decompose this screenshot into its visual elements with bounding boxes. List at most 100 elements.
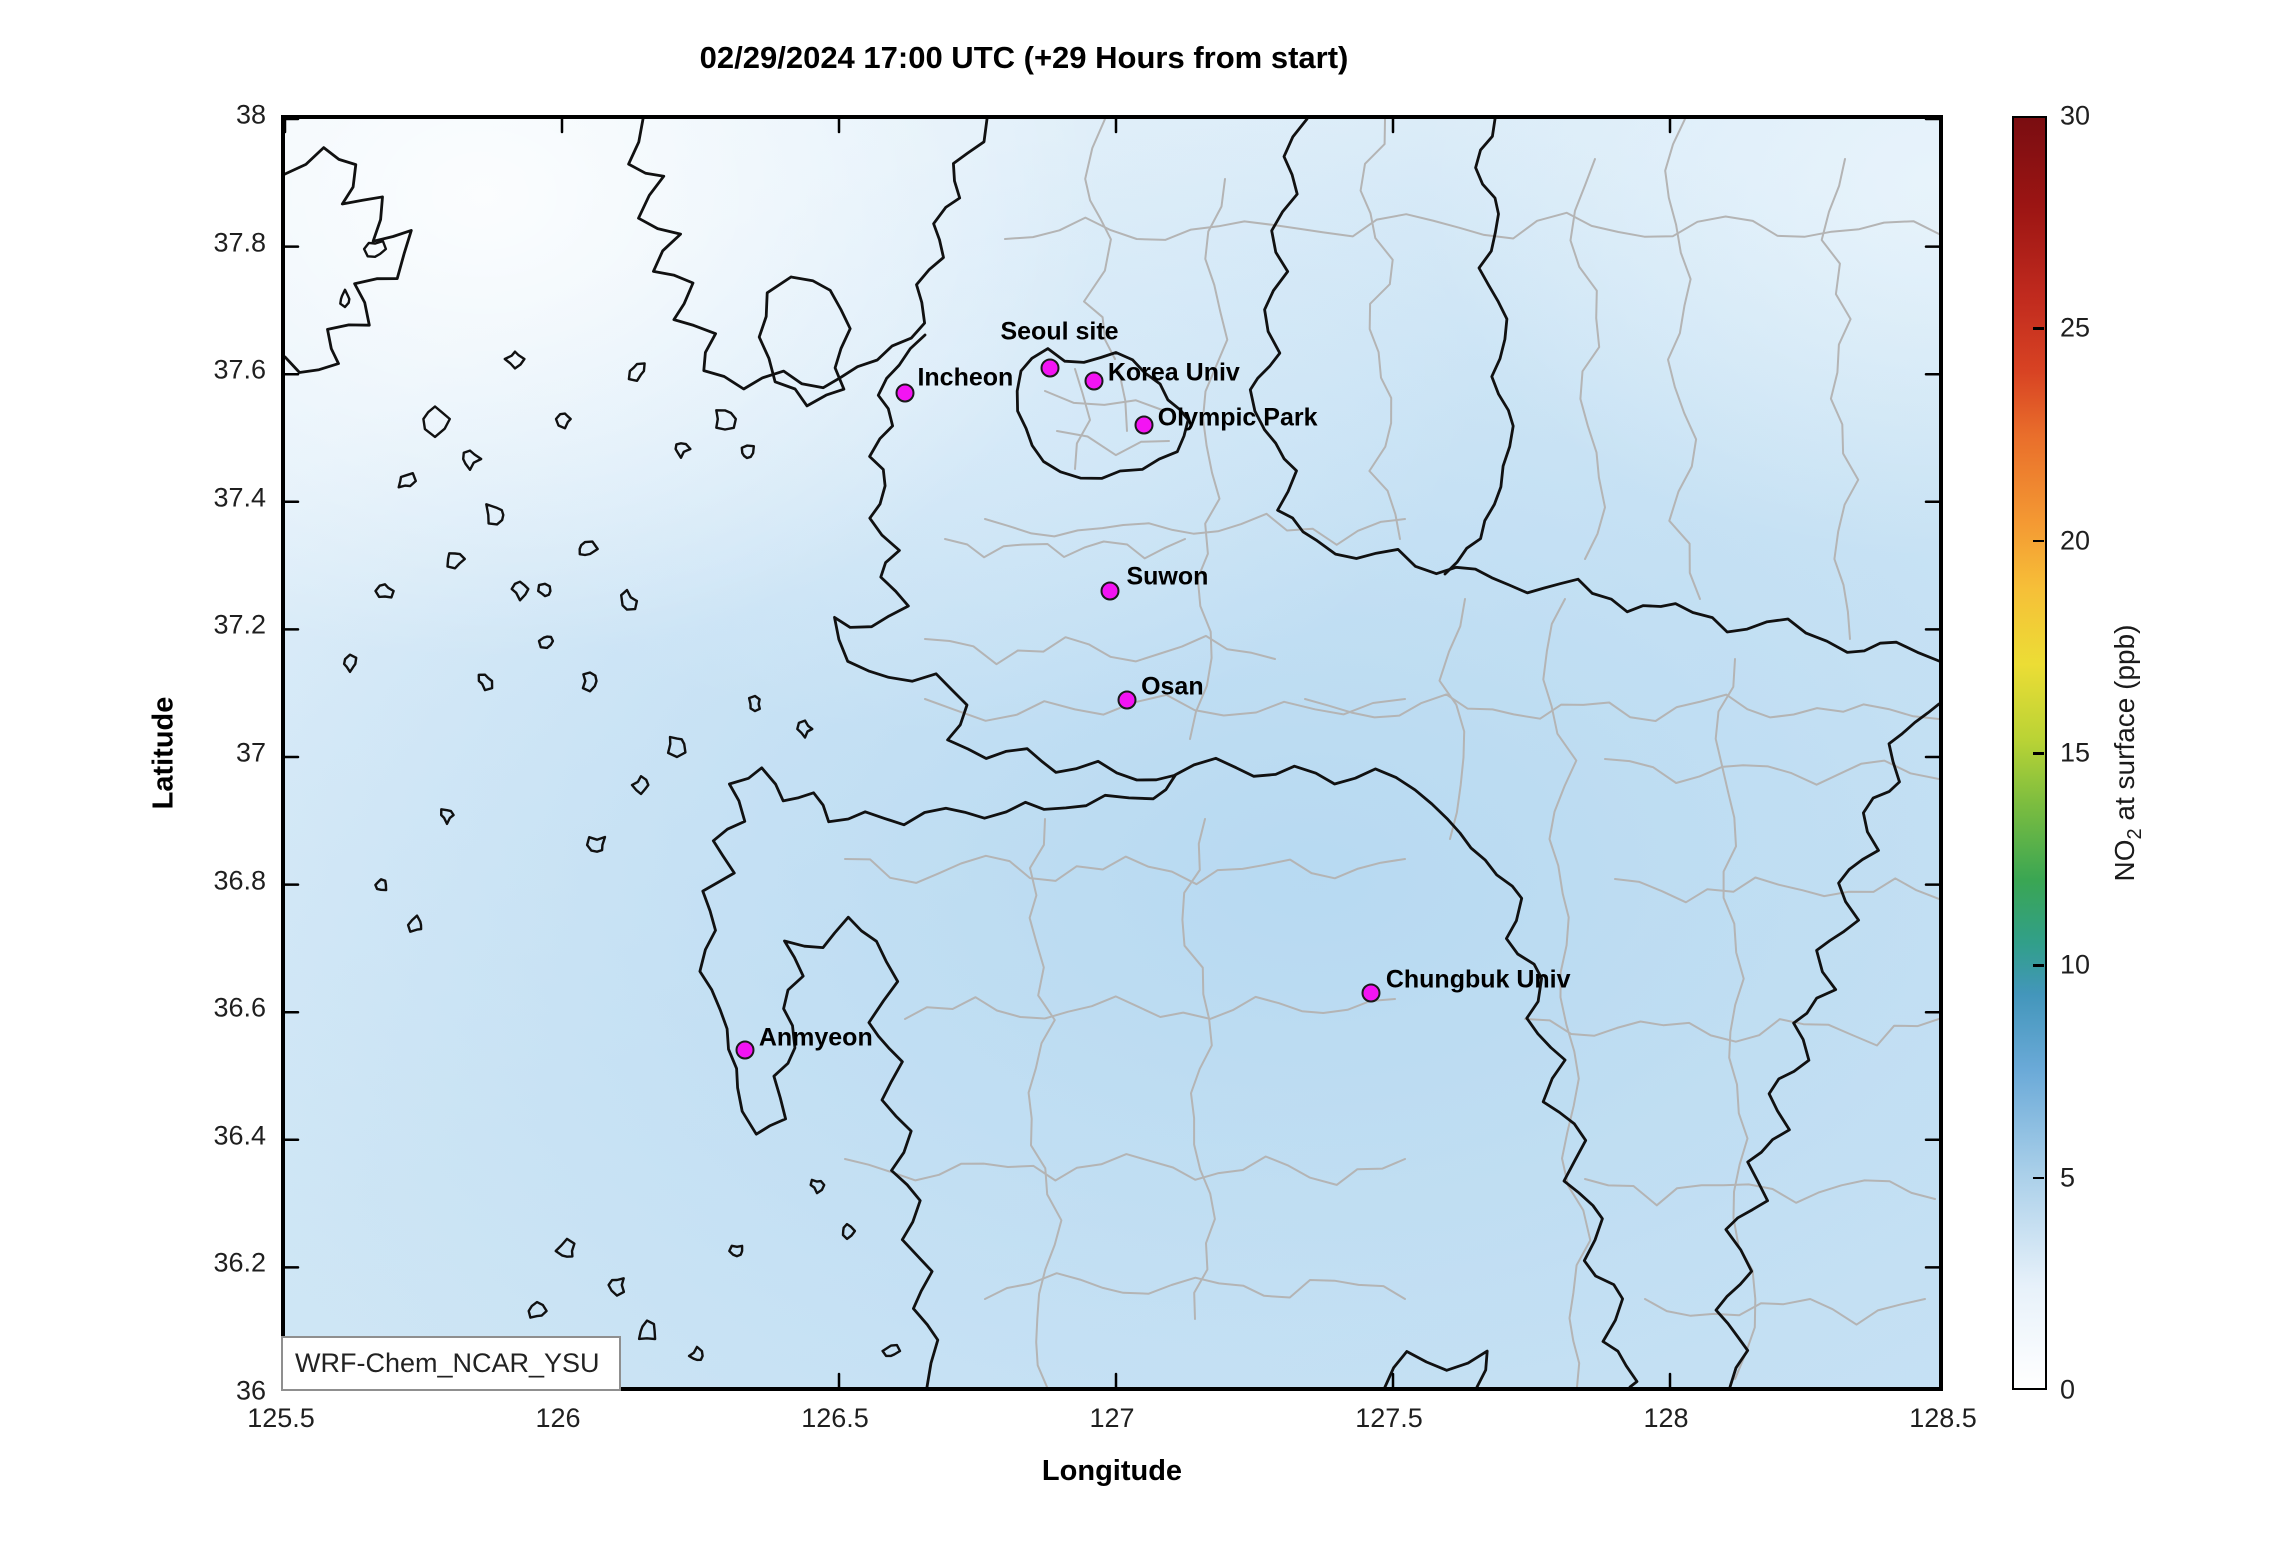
colorbar-tick-mark <box>2033 964 2044 967</box>
island-outline <box>554 412 572 430</box>
island-outline <box>674 442 692 459</box>
island-outline <box>537 635 555 650</box>
coastline-or-province-boundary <box>1248 119 1939 663</box>
island-outline <box>687 1345 704 1362</box>
colorbar-label-rest: at surface (ppb) <box>2109 624 2141 829</box>
x-tick-label: 128 <box>1643 1403 1689 1433</box>
x-tick-label: 125.5 <box>247 1403 315 1433</box>
county-boundary <box>1569 158 1606 560</box>
county-boundary <box>944 538 1186 560</box>
island-outline <box>503 350 526 370</box>
site-label: Incheon <box>917 363 1014 392</box>
y-tick-label: 36.2 <box>213 1247 266 1278</box>
coastline-or-province-boundary <box>1173 756 1639 1387</box>
site-marker <box>1040 358 1060 378</box>
county-boundary <box>1118 370 1128 432</box>
island-outline <box>581 671 598 693</box>
colorbar-tick-mark <box>2033 752 2044 755</box>
county-boundary <box>1359 119 1401 540</box>
y-tick-label: 36.8 <box>213 865 266 896</box>
y-tick-label: 36.4 <box>213 1120 266 1151</box>
island-outline <box>881 1343 902 1358</box>
county-boundary <box>1181 818 1216 1320</box>
island-outline <box>374 878 388 892</box>
colorbar-tick-label: 30 <box>2060 100 2091 131</box>
island-outline <box>666 735 687 759</box>
site-marker <box>1134 415 1154 435</box>
coastline-or-province-boundary <box>1443 119 1515 576</box>
county-boundary <box>1542 598 1592 1387</box>
colorbar-label-sub: 2 <box>2123 828 2146 840</box>
y-tick-label: 38 <box>235 99 266 130</box>
colorbar-tick-label: 5 <box>2060 1162 2076 1193</box>
model-annotation-text: WRF-Chem_NCAR_YSU <box>295 1348 600 1378</box>
colorbar-tick-mark <box>2033 327 2044 330</box>
x-tick-label: 126.5 <box>801 1403 869 1433</box>
colorbar-tick-label: 0 <box>2060 1374 2076 1405</box>
island-outline <box>796 719 814 739</box>
site-marker <box>1117 690 1137 710</box>
coastline-or-province-boundary <box>1383 1349 1489 1387</box>
y-tick-label: 36.6 <box>213 992 266 1023</box>
site-marker <box>1084 371 1104 391</box>
county-boundary <box>1820 158 1860 640</box>
x-tick-label: 128.5 <box>1909 1403 1977 1433</box>
coastline-or-province-boundary <box>1714 702 1939 1387</box>
island-outline <box>537 582 552 598</box>
coastline-or-province-boundary <box>698 333 1177 1387</box>
county-boundary <box>1644 1298 1926 1326</box>
map-boundaries-layer <box>285 119 1939 1387</box>
county-boundary <box>1189 178 1229 740</box>
island-outline <box>554 1237 576 1258</box>
site-label: Seoul site <box>1000 317 1119 346</box>
county-boundary <box>984 1272 1406 1300</box>
island-outline <box>607 1277 626 1297</box>
colorbar-tick-label: 15 <box>2060 737 2091 768</box>
island-outline <box>637 1319 657 1341</box>
island-outline <box>728 1244 744 1258</box>
colorbar-tick-label: 10 <box>2060 949 2091 980</box>
county-boundary <box>984 512 1406 546</box>
county-boundary <box>1664 119 1701 600</box>
island-outline <box>485 503 505 526</box>
colorbar-tick-label: 25 <box>2060 312 2091 343</box>
y-axis-label: Latitude <box>147 696 180 810</box>
island-outline <box>627 362 646 382</box>
island-outline <box>809 1178 826 1195</box>
county-boundary <box>844 854 1406 886</box>
island-outline <box>339 288 351 309</box>
site-label: Olympic Park <box>1157 403 1318 432</box>
site-marker <box>895 383 915 403</box>
county-boundary <box>1438 598 1466 840</box>
county-boundary <box>1044 390 1166 412</box>
island-outline <box>342 653 358 674</box>
county-boundary <box>1056 430 1170 457</box>
coastline-or-province-boundary <box>757 275 852 408</box>
colorbar-label-main: NO <box>2109 839 2141 882</box>
colorbar-label: NO2 at surface (ppb) <box>2109 625 2147 882</box>
island-outline <box>477 673 494 692</box>
county-boundary <box>1004 211 1939 241</box>
island-outline <box>510 580 530 602</box>
county-boundary <box>924 693 1406 722</box>
island-outline <box>527 1300 548 1319</box>
y-tick-label: 37.4 <box>213 482 266 513</box>
island-outline <box>740 444 755 460</box>
site-label: Osan <box>1141 672 1204 701</box>
island-outline <box>440 808 455 826</box>
colorbar-tick-mark <box>2033 539 2044 543</box>
county-boundary <box>1027 818 1063 1387</box>
coastline-or-province-boundary <box>627 119 989 391</box>
axis-tick-marks <box>285 119 1939 1387</box>
county-boundary <box>844 1153 1406 1186</box>
site-marker <box>1100 581 1120 601</box>
site-label: Chungbuk Univ <box>1385 965 1571 994</box>
island-outline <box>374 583 395 599</box>
model-annotation-box: WRF-Chem_NCAR_YSU <box>281 1336 621 1391</box>
island-outline <box>620 588 639 611</box>
island-outline <box>446 552 466 570</box>
site-label: Korea Univ <box>1107 358 1240 387</box>
y-tick-label: 37.8 <box>213 227 266 258</box>
county-boundary <box>1614 876 1939 904</box>
